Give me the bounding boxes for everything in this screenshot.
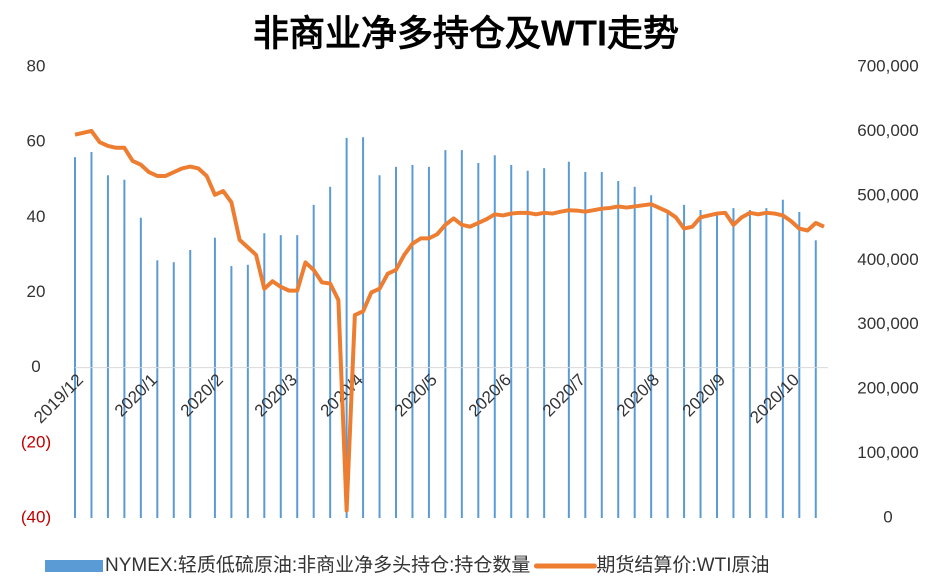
bar xyxy=(362,137,365,518)
y2-tick-label: 0 xyxy=(883,507,892,526)
y2-tick-label: 500,000 xyxy=(857,185,918,204)
bar xyxy=(90,152,93,518)
bar xyxy=(716,215,718,518)
bar xyxy=(312,204,315,518)
bar xyxy=(172,262,175,518)
bar xyxy=(765,208,768,518)
y-tick-label: (20) xyxy=(21,432,51,451)
bar xyxy=(395,166,397,518)
bar xyxy=(666,210,669,518)
bar xyxy=(246,264,249,518)
bar xyxy=(230,266,233,518)
bar xyxy=(213,237,216,518)
y2-tick-label: 100,000 xyxy=(857,443,918,462)
bar xyxy=(814,240,817,518)
bar xyxy=(567,161,570,518)
bar xyxy=(345,137,348,518)
bar xyxy=(411,164,414,518)
bar xyxy=(329,186,332,518)
bar xyxy=(123,179,126,518)
legend-label: NYMEX:轻质低硫原油:非商业净多头持仓:持仓数量 xyxy=(105,554,530,576)
x-tick-label: 2020/10 xyxy=(746,370,803,427)
bar xyxy=(460,150,463,518)
bar xyxy=(683,204,686,518)
bar xyxy=(633,186,636,518)
bar xyxy=(106,175,109,519)
bar xyxy=(617,181,620,518)
y-tick-label: 60 xyxy=(27,132,46,151)
y-tick-label: 0 xyxy=(31,357,40,376)
y-tick-label: (40) xyxy=(21,507,51,526)
chart-title: 非商业净多持仓及WTI走势 xyxy=(253,13,679,54)
bar xyxy=(510,164,513,518)
legend-label: 期货结算价:WTI原油 xyxy=(596,554,769,576)
bar xyxy=(543,168,546,518)
bar xyxy=(296,235,299,518)
legend-swatch xyxy=(45,560,103,572)
bar xyxy=(732,208,735,518)
y2-tick-label: 300,000 xyxy=(857,314,918,333)
line xyxy=(74,128,825,513)
x-tick-label: 2020/8 xyxy=(613,370,663,420)
bar xyxy=(526,170,529,519)
bar xyxy=(781,199,784,519)
bar xyxy=(427,166,430,518)
x-tick-label: 2019/12 xyxy=(30,370,87,427)
bar xyxy=(493,155,496,518)
x-tick-label: 2020/2 xyxy=(177,370,227,420)
bar xyxy=(74,157,76,518)
bar xyxy=(600,172,603,519)
bar xyxy=(699,210,702,518)
x-tick-label: 2020/6 xyxy=(465,370,515,420)
bar xyxy=(650,195,653,518)
bar xyxy=(378,175,381,519)
bar xyxy=(748,210,751,518)
bar xyxy=(477,162,480,518)
y-tick-label: 80 xyxy=(27,56,46,75)
x-tick-label: 2020/5 xyxy=(391,370,441,420)
x-tick-label: 2020/7 xyxy=(539,370,589,420)
y2-tick-label: 700,000 xyxy=(857,56,918,75)
bar xyxy=(279,235,282,518)
bar xyxy=(156,260,159,518)
bar xyxy=(584,172,587,519)
x-tick-label: 2020/9 xyxy=(679,370,729,420)
bar xyxy=(189,249,192,518)
x-tick-label: 2020/1 xyxy=(111,370,161,420)
x-tick-label: 2020/3 xyxy=(251,370,301,420)
bar xyxy=(263,233,266,518)
y2-tick-label: 600,000 xyxy=(857,121,918,140)
y-tick-label: 20 xyxy=(27,282,46,301)
y2-tick-label: 200,000 xyxy=(857,379,918,398)
y2-tick-label: 400,000 xyxy=(857,250,918,269)
y-tick-label: 40 xyxy=(27,207,46,226)
bar xyxy=(798,211,801,518)
bar xyxy=(444,150,447,518)
